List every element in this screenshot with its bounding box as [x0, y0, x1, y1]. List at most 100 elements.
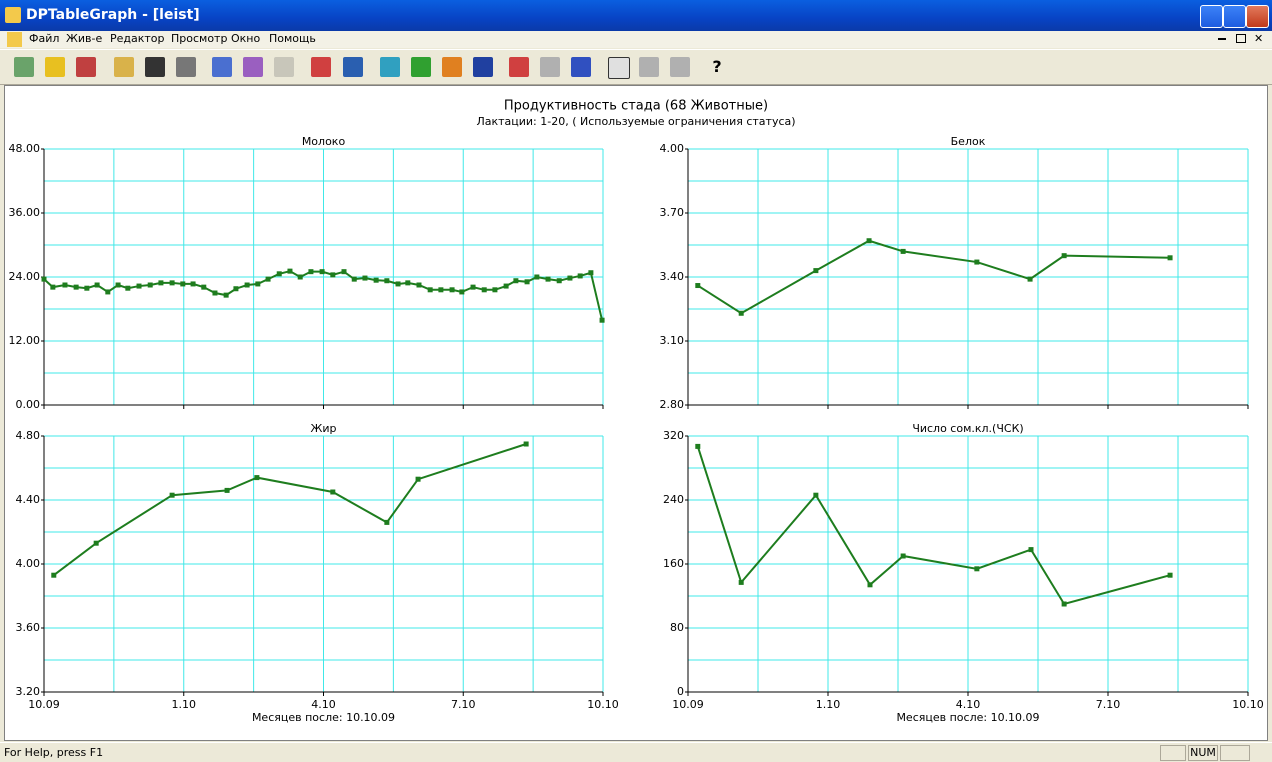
tool-button[interactable]: [176, 57, 196, 77]
data-point: [577, 273, 583, 279]
data-point: [276, 271, 282, 277]
x-tick-label: 7.10: [451, 698, 476, 711]
minimize-button[interactable]: [1200, 5, 1223, 28]
y-tick-label: 0.00: [16, 398, 41, 411]
data-point: [449, 287, 455, 293]
chart-title: Число сом.кл.(ЧСК): [912, 422, 1023, 435]
menu-item[interactable]: Просмотр: [171, 32, 228, 45]
data-point: [492, 287, 498, 293]
data-point: [459, 289, 465, 295]
close-button[interactable]: [1246, 5, 1269, 28]
data-point: [384, 278, 390, 284]
data-point: [599, 317, 605, 323]
data-point: [223, 292, 229, 298]
tool-button[interactable]: [212, 57, 232, 77]
data-point: [93, 540, 99, 546]
tool-button[interactable]: [45, 57, 65, 77]
data-point: [50, 284, 56, 290]
data-point: [1061, 253, 1067, 259]
data-point: [523, 441, 529, 447]
data-point: [73, 284, 79, 290]
menu-item[interactable]: Жив-е: [66, 32, 103, 45]
tool-button[interactable]: [411, 57, 431, 77]
y-tick-label: 3.60: [16, 621, 41, 634]
data-point: [125, 285, 131, 291]
tool-button[interactable]: [608, 57, 630, 79]
data-point: [1061, 601, 1067, 607]
help-button[interactable]: ?: [712, 57, 722, 76]
data-point: [254, 475, 260, 481]
data-line: [696, 446, 1171, 606]
tool-button[interactable]: [509, 57, 529, 77]
data-point: [695, 283, 701, 289]
data-point: [867, 582, 873, 588]
tool-button[interactable]: [343, 57, 363, 77]
toolbar: ?: [0, 49, 1272, 85]
chart-title: Жир: [311, 422, 337, 435]
page-title: Продуктивность стада (68 Животные): [504, 99, 768, 114]
app-icon: [5, 7, 21, 23]
tool-button[interactable]: [76, 57, 96, 77]
data-point: [105, 289, 111, 295]
x-tick-label: 1.10: [172, 698, 197, 711]
data-point: [556, 278, 562, 284]
data-point: [481, 287, 487, 293]
data-point: [503, 283, 509, 289]
x-tick-label: 10.09: [672, 698, 704, 711]
data-point: [147, 282, 153, 288]
data-point: [341, 269, 347, 275]
chart-title: Белок: [951, 135, 986, 148]
tool-button[interactable]: [571, 57, 591, 77]
menu-item[interactable]: Помощь: [269, 32, 316, 45]
y-tick-label: 36.00: [9, 206, 41, 219]
data-point: [1167, 255, 1173, 261]
y-tick-label: 4.00: [16, 557, 41, 570]
data-point: [351, 276, 357, 282]
tool-button[interactable]: [311, 57, 331, 77]
tool-button[interactable]: [442, 57, 462, 77]
data-point: [244, 282, 250, 288]
tool-button[interactable]: [380, 57, 400, 77]
tool-button[interactable]: [670, 57, 690, 77]
data-point: [158, 280, 164, 286]
data-point: [51, 572, 57, 578]
menu-item[interactable]: Окно: [231, 32, 261, 45]
data-point: [738, 579, 744, 585]
menu-item[interactable]: Редактор: [110, 32, 165, 45]
tool-button[interactable]: [473, 57, 493, 77]
window-title: DPTableGraph - [leist]: [26, 7, 200, 23]
data-point: [212, 290, 218, 296]
x-axis-label: Месяцев после: 10.10.09: [252, 711, 395, 724]
tool-button[interactable]: [540, 57, 560, 77]
data-point: [62, 282, 68, 288]
data-point: [534, 274, 540, 280]
tool-button[interactable]: [243, 57, 263, 77]
mdi-minimize[interactable]: [1218, 38, 1226, 40]
y-tick-label: 80: [670, 621, 684, 634]
data-point: [866, 238, 872, 244]
data-point: [136, 283, 142, 289]
data-point: [567, 275, 573, 281]
x-tick-label: 4.10: [956, 698, 981, 711]
tool-button[interactable]: [145, 57, 165, 77]
tool-button[interactable]: [114, 57, 134, 77]
y-tick-label: 24.00: [9, 270, 41, 283]
mdi-restore[interactable]: [1236, 34, 1246, 43]
tool-button[interactable]: [274, 57, 294, 77]
x-tick-label: 4.10: [311, 698, 336, 711]
status-bar: For Help, press F1 NUM: [0, 742, 1272, 762]
tool-button[interactable]: [639, 57, 659, 77]
y-tick-label: 3.40: [660, 270, 685, 283]
data-point: [265, 276, 271, 282]
mdi-close[interactable]: ✕: [1254, 32, 1264, 45]
maximize-button[interactable]: [1223, 5, 1246, 28]
menu-item[interactable]: Файл: [29, 32, 60, 45]
tool-button[interactable]: [14, 57, 34, 77]
data-point: [974, 566, 980, 572]
data-line: [53, 443, 527, 576]
data-point: [1027, 276, 1033, 282]
chart-title: Молоко: [302, 135, 346, 148]
data-point: [224, 487, 230, 493]
data-point: [900, 248, 906, 254]
